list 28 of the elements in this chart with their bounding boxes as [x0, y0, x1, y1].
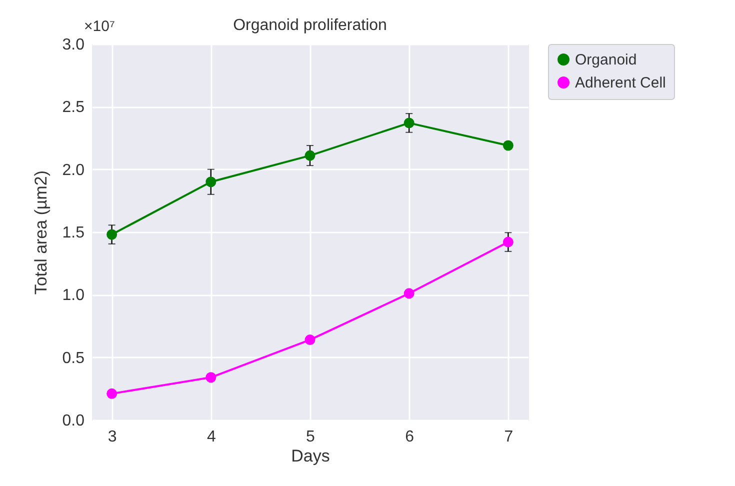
legend-label: Organoid [575, 52, 637, 68]
point [404, 118, 414, 128]
text: ×10⁷ [84, 18, 115, 35]
point [206, 176, 216, 188]
x-tick-label: 7 [504, 428, 514, 446]
point [106, 229, 118, 240]
point [304, 334, 316, 346]
y-tick-label: 0.0 [62, 412, 85, 430]
y-tick-label: 2.0 [62, 162, 85, 179]
y-axis-title: Total area (µm2) [31, 170, 50, 295]
point [502, 236, 514, 248]
y-tick-label: 1.5 [62, 224, 85, 242]
point [206, 372, 216, 383]
x-tick-label: 3 [108, 428, 117, 446]
y-tick-label: 2.5 [62, 99, 85, 116]
x-axis-title: Days [291, 446, 330, 466]
legend-label: Adherent Cell [575, 74, 666, 92]
x-tick-label: 4 [206, 428, 216, 446]
x-tick-label: 5 [306, 428, 316, 446]
point [502, 140, 514, 151]
point [404, 288, 414, 299]
y-tick-label: 3.0 [62, 36, 85, 54]
point [106, 388, 118, 399]
chart-title: Organoid proliferation [233, 17, 387, 34]
y-tick-label: 0.5 [62, 350, 85, 367]
y-tick-label: 1.0 [62, 287, 85, 304]
x-tick-label: 6 [405, 428, 414, 446]
point [304, 150, 316, 161]
